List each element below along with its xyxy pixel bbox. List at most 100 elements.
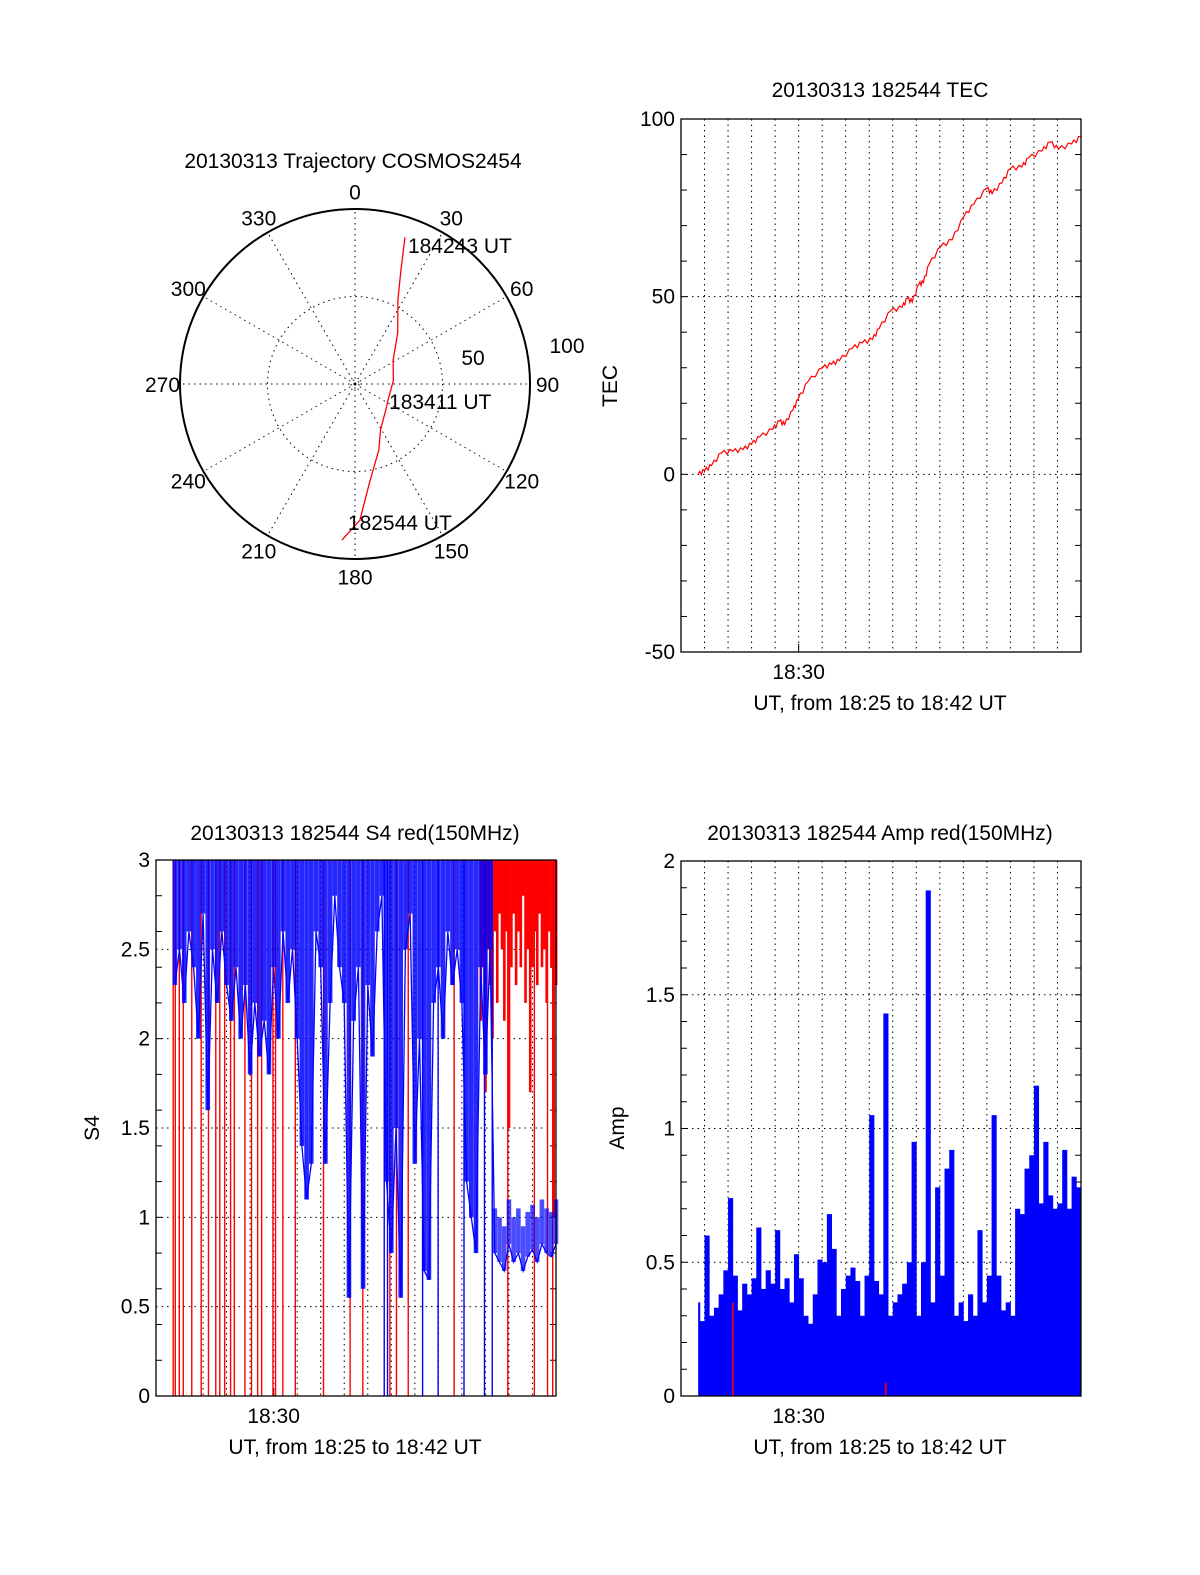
amp-blue-bar bbox=[878, 1294, 884, 1396]
amp-blue-bar bbox=[709, 1315, 715, 1396]
s4-blue-bar bbox=[294, 860, 300, 1039]
s4-red-bar bbox=[503, 860, 506, 1021]
polar-angle-label: 270 bbox=[145, 374, 180, 397]
amp-blue-bar bbox=[1015, 1208, 1021, 1396]
s4-blue-bar bbox=[200, 860, 206, 914]
s4-blue-bar bbox=[210, 860, 215, 950]
s4-blue-bar bbox=[468, 860, 474, 1218]
amp-blue-bar bbox=[1043, 1141, 1049, 1396]
amp-blue-bar bbox=[1062, 1149, 1068, 1396]
s4-red-bar bbox=[507, 860, 511, 1128]
s4-red-bar bbox=[514, 860, 518, 986]
s4-blue-bar bbox=[501, 1226, 507, 1271]
s4-blue-bar bbox=[426, 860, 432, 1280]
s4-red-bar bbox=[550, 860, 553, 968]
s4-blue-bar bbox=[276, 860, 281, 1039]
polar-angle-label: 240 bbox=[171, 470, 206, 493]
s4-blue-bar bbox=[525, 1211, 531, 1257]
polar-grid-circle bbox=[267, 296, 443, 472]
amp-blue-bar bbox=[1057, 1203, 1063, 1396]
amp-blue-bar bbox=[1071, 1176, 1077, 1396]
amp-blue-bar bbox=[756, 1227, 762, 1396]
amp-plot: 20130313 182544 Amp red(150MHz) Amp UT, … bbox=[606, 822, 1082, 1459]
amp-blue-bar bbox=[784, 1278, 790, 1396]
s4-blue-bar bbox=[261, 860, 267, 1021]
amp-blue-bar bbox=[1048, 1195, 1054, 1396]
amp-blue-bar bbox=[916, 1315, 922, 1396]
amp-blue-bar bbox=[831, 1248, 837, 1396]
s4-blue-bar bbox=[511, 1217, 516, 1262]
s4-blue-bar bbox=[304, 860, 309, 1200]
amp-blue-bar bbox=[873, 1280, 880, 1396]
s4-blue-bar bbox=[233, 860, 239, 968]
s4-blue-bar bbox=[407, 860, 413, 914]
amp-blue-bar bbox=[746, 1294, 752, 1396]
amp-blue-bar bbox=[812, 1294, 818, 1396]
s4-blue-bar bbox=[337, 860, 342, 968]
amp-blue-bar bbox=[1024, 1168, 1030, 1396]
s4-blue-bar bbox=[379, 860, 385, 896]
s4-blue-bar bbox=[445, 860, 451, 932]
amp-blue-bar bbox=[911, 1141, 917, 1396]
s4-blue-bar bbox=[346, 860, 352, 1298]
tec-frame bbox=[680, 118, 1082, 653]
amp-blue-bar bbox=[822, 1262, 828, 1396]
s4-blue-bar bbox=[516, 1208, 521, 1254]
s4-blue-bar bbox=[224, 860, 229, 986]
amp-blue-bar bbox=[798, 1278, 804, 1396]
polar-angle-label: 180 bbox=[337, 567, 372, 590]
amp-xtick-label: 18:30 bbox=[772, 1405, 825, 1428]
amp-blue-bar bbox=[939, 1275, 945, 1396]
polar-angle-label: 210 bbox=[241, 541, 276, 564]
s4-blue-bar bbox=[299, 860, 305, 1146]
polar-spoke bbox=[354, 296, 507, 385]
s4-blue-bar bbox=[177, 860, 182, 950]
s4-blue-bar bbox=[365, 860, 371, 986]
s4-blue-bar bbox=[530, 1204, 535, 1250]
s4-red-bar bbox=[543, 860, 546, 950]
s4-red-bar bbox=[510, 860, 513, 968]
s4-blue-bar bbox=[341, 860, 347, 1003]
s4-blue-bar bbox=[191, 860, 196, 968]
amp-blue-bar bbox=[1066, 1208, 1072, 1396]
s4-red-bar bbox=[505, 860, 508, 932]
amp-blue-bar bbox=[925, 890, 931, 1396]
amp-blue-bar bbox=[864, 1275, 870, 1396]
s4-blue-bar bbox=[534, 1217, 540, 1262]
s4-blue-bar bbox=[520, 1226, 526, 1271]
s4-blue-bar bbox=[257, 860, 262, 1057]
amp-blue-bar bbox=[789, 1302, 795, 1396]
amp-blue-bar bbox=[817, 1259, 823, 1396]
amp-blue-bar bbox=[728, 1198, 734, 1396]
s4-blue-bar bbox=[214, 860, 220, 1003]
amp-blue-bar bbox=[737, 1310, 743, 1396]
s4-blue-bar bbox=[327, 860, 333, 1003]
s4-blue-bar bbox=[398, 860, 404, 1298]
amp-ytick-label: 1.5 bbox=[646, 984, 675, 1007]
tec-ytick-label: 0 bbox=[663, 463, 675, 486]
polar-center-mark bbox=[350, 379, 360, 389]
s4-ytick-label: 2 bbox=[138, 1028, 150, 1051]
s4-blue-bar bbox=[483, 860, 488, 1075]
s4-blue-bar bbox=[356, 860, 361, 968]
amp-blue-bar bbox=[1019, 1214, 1025, 1396]
amp-blue-bar bbox=[698, 1302, 701, 1396]
amp-blue-bar bbox=[699, 1321, 705, 1396]
s4-red-bar bbox=[493, 860, 497, 932]
amp-blue-bar bbox=[779, 1289, 785, 1396]
amp-blue-bar bbox=[869, 1115, 875, 1396]
trajectory-polar-plot: 20130313 Trajectory COSMOS2454 0 30 60 90 12… bbox=[145, 150, 585, 590]
polar-outer-circle bbox=[179, 208, 531, 560]
s4-blue-bar bbox=[506, 1199, 512, 1245]
amp-blue-bar bbox=[770, 1283, 776, 1396]
polar-angle-label: 60 bbox=[510, 278, 533, 301]
s4-xtick-label: 18:30 bbox=[247, 1405, 300, 1428]
s4-red-bar bbox=[495, 860, 499, 1003]
s4-red-bar bbox=[540, 860, 544, 968]
polar-angle-label: 0 bbox=[349, 182, 361, 205]
s4-red-bar bbox=[500, 860, 504, 950]
amp-xlabel: UT, from 18:25 to 18:42 UT bbox=[753, 1436, 1006, 1459]
polar-spoke bbox=[267, 383, 356, 536]
polar-title: 20130313 Trajectory COSMOS2454 bbox=[184, 150, 522, 173]
